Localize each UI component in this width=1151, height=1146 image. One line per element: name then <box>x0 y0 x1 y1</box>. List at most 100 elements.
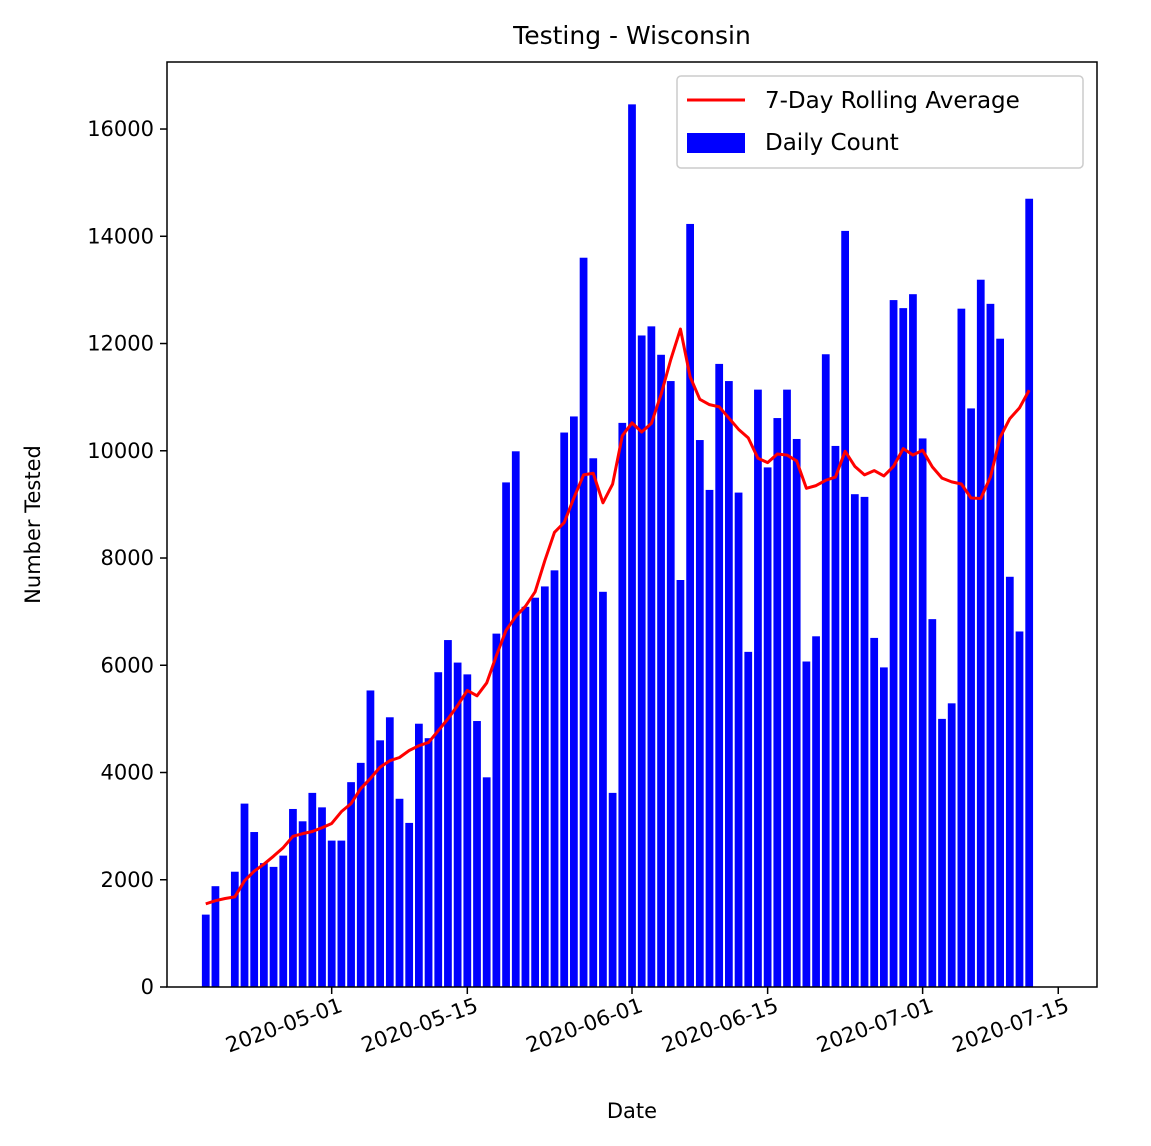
bar <box>812 636 820 987</box>
legend-label-daily-count: Daily Count <box>765 130 899 156</box>
bar <box>821 354 830 987</box>
bar <box>792 438 801 988</box>
bar <box>850 494 859 987</box>
x-tick-label: 2020-05-01 <box>223 993 346 1057</box>
bar <box>666 381 675 987</box>
bar <box>453 662 462 987</box>
bar <box>947 703 956 987</box>
bar <box>1005 576 1014 987</box>
bar <box>279 855 288 987</box>
bar <box>889 300 898 988</box>
bar <box>376 740 384 987</box>
y-tick-label: 4000 <box>101 761 154 785</box>
bar <box>831 445 840 987</box>
line-series-rolling-average <box>205 327 1031 906</box>
y-tick-label: 6000 <box>101 653 154 677</box>
bar <box>783 389 791 987</box>
y-axis: 0 2000 4000 6000 8000 10000 12000 14000 16000 <box>87 117 167 999</box>
bar <box>424 738 433 987</box>
bar <box>608 792 617 987</box>
bar <box>599 591 607 987</box>
bar <box>860 496 869 987</box>
legend-box <box>676 75 1084 169</box>
bar <box>560 432 569 987</box>
bar <box>763 467 772 987</box>
bar <box>570 416 578 987</box>
bar <box>269 866 278 987</box>
bar <box>395 798 404 987</box>
x-tick-label: 2020-07-15 <box>949 993 1072 1057</box>
bar <box>521 606 530 987</box>
legend-bar-swatch <box>687 133 745 153</box>
bar <box>744 651 753 987</box>
x-tick-label: 2020-06-01 <box>523 993 646 1057</box>
bar <box>928 619 937 987</box>
bar <box>870 637 879 987</box>
x-tick-label: 2020-06-15 <box>658 993 781 1057</box>
bar <box>938 718 946 987</box>
bar <box>201 914 210 987</box>
bar <box>802 661 811 987</box>
legend: 7-Day Rolling Average Daily Count <box>676 75 1084 169</box>
bar <box>676 580 685 987</box>
bar <box>473 721 481 987</box>
bar <box>230 871 239 987</box>
rolling-average-line <box>205 327 1031 906</box>
bar <box>754 389 762 987</box>
bar <box>211 886 220 987</box>
bar <box>657 354 665 987</box>
bar <box>550 570 559 987</box>
y-axis-label: Number Tested <box>21 445 45 604</box>
bar <box>773 418 782 987</box>
bar <box>366 690 375 987</box>
bar <box>967 408 975 987</box>
bar <box>705 489 714 987</box>
bar <box>385 717 394 987</box>
bar <box>1025 198 1034 988</box>
bar <box>415 723 423 987</box>
bar <box>686 223 694 987</box>
bar <box>734 492 743 987</box>
y-tick-label: 10000 <box>87 439 154 463</box>
bar <box>918 438 927 987</box>
chart-title: Testing - Wisconsin <box>512 21 751 50</box>
x-axis-label: Date <box>607 1099 657 1123</box>
bar-series-daily-count <box>201 104 1034 988</box>
bar <box>618 422 627 987</box>
bar <box>725 381 733 987</box>
bar <box>482 777 491 987</box>
bar <box>444 640 452 987</box>
bar <box>531 597 539 987</box>
y-tick-label: 12000 <box>87 332 154 356</box>
bar <box>308 792 317 987</box>
y-tick-label: 14000 <box>87 224 154 248</box>
bar <box>298 821 307 987</box>
bar <box>327 840 336 987</box>
y-tick-label: 2000 <box>101 868 154 892</box>
bar <box>647 326 656 987</box>
bar <box>289 808 297 987</box>
bar <box>250 832 259 987</box>
bar <box>957 308 966 987</box>
y-tick-label: 0 <box>141 975 154 999</box>
bar <box>628 104 636 988</box>
bar <box>715 363 724 987</box>
bar <box>356 762 365 987</box>
bar <box>405 822 414 987</box>
bar <box>492 633 501 987</box>
bar <box>909 294 917 987</box>
bar <box>637 335 646 988</box>
bar <box>511 451 520 987</box>
bar <box>260 863 268 987</box>
bar <box>540 586 549 987</box>
bar <box>589 458 598 987</box>
bar <box>880 667 888 987</box>
bar <box>337 840 346 987</box>
bar <box>434 672 443 987</box>
x-axis: 2020-05-01 2020-05-15 2020-06-01 2020-06-15… <box>223 987 1072 1057</box>
bar <box>1015 631 1024 987</box>
bar <box>976 279 985 988</box>
bar <box>318 807 326 987</box>
bar <box>841 230 849 987</box>
